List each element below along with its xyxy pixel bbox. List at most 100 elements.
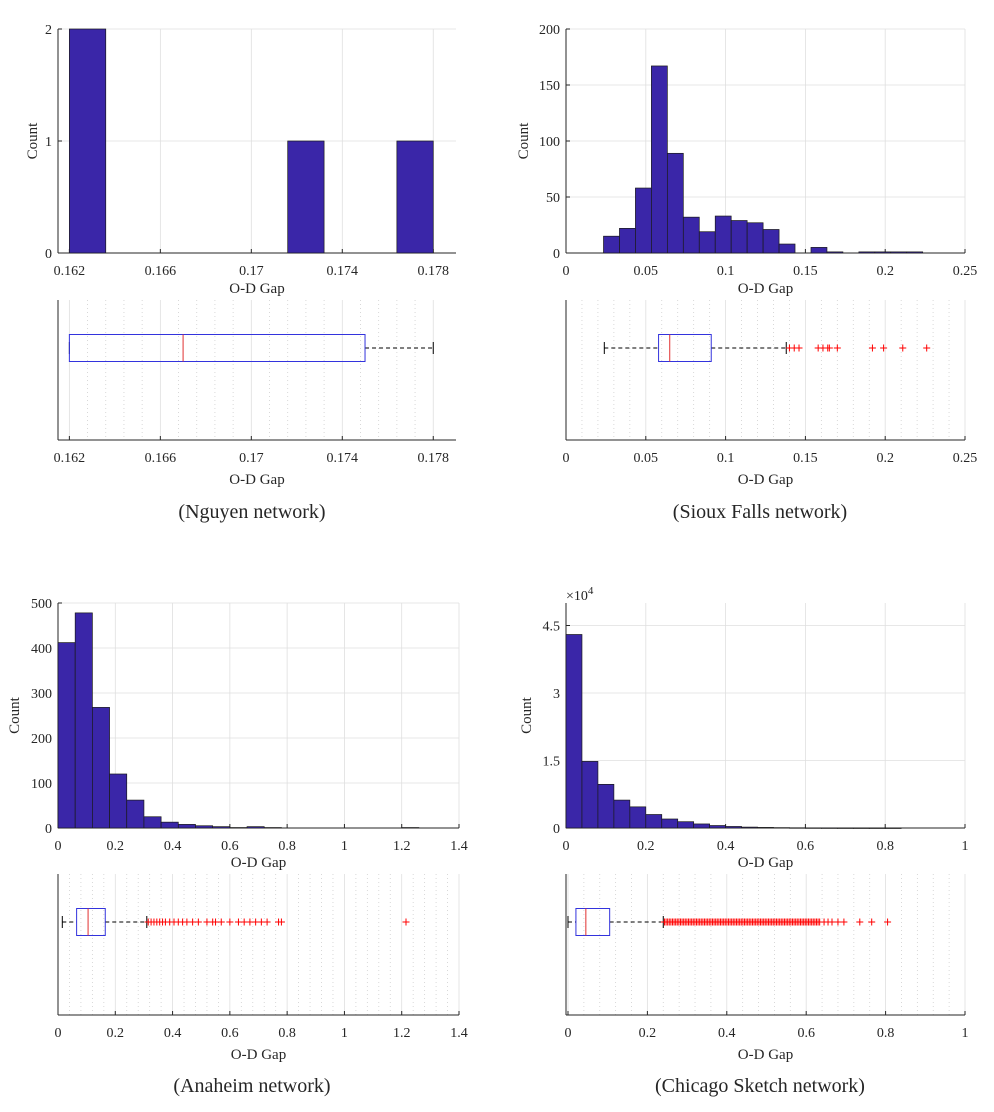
histogram-bar bbox=[565, 634, 583, 829]
chicago-sketch-histogram: 0 1.5 3 4.5 0 0.2 0.4 0.6 0.8 1 O-D Gap Count ×104 bbox=[519, 585, 969, 871]
x-tick-label: 0.6 bbox=[221, 1026, 239, 1041]
y-tick-label: 1 bbox=[45, 135, 52, 150]
x-tick-label: 0.178 bbox=[418, 451, 450, 466]
histogram-bar bbox=[195, 825, 214, 829]
histogram-bar bbox=[682, 216, 700, 254]
y-exponent-label: ×104 bbox=[566, 585, 594, 604]
histogram-bar bbox=[789, 827, 806, 829]
y-tick-label: 0 bbox=[45, 247, 52, 262]
y-tick-label: 2 bbox=[45, 23, 52, 38]
interquartile-box bbox=[76, 908, 106, 936]
histogram-bar bbox=[890, 251, 908, 254]
x-tick-label: 0.8 bbox=[877, 1026, 895, 1041]
x-tick-label: 0.6 bbox=[797, 839, 815, 854]
histogram-bar bbox=[263, 827, 282, 829]
histogram-bar bbox=[709, 825, 726, 829]
caption-chicago-sketch: (Chicago Sketch network) bbox=[655, 1075, 865, 1097]
x-tick-label: 0.05 bbox=[634, 264, 659, 279]
histogram-bar bbox=[109, 773, 128, 829]
x-tick-label: 1 bbox=[341, 839, 348, 854]
histogram-bar bbox=[613, 799, 631, 829]
x-tick-label: 0.2 bbox=[876, 264, 894, 279]
y-axis-title: Count bbox=[7, 696, 23, 734]
caption-nguyen: (Nguyen network) bbox=[178, 501, 325, 523]
histogram-bar bbox=[693, 823, 710, 829]
x-tick-label: 0.2 bbox=[876, 451, 894, 466]
x-axis-title: O-D Gap bbox=[229, 281, 284, 297]
x-tick-label: 0.2 bbox=[637, 839, 655, 854]
x-tick-label: 0 bbox=[563, 839, 570, 854]
x-tick-label: 0.166 bbox=[145, 264, 177, 279]
y-tick-label: 400 bbox=[31, 642, 52, 657]
x-tick-label: 1.4 bbox=[450, 839, 468, 854]
x-tick-label: 1.2 bbox=[393, 839, 411, 854]
x-axis-title: O-D Gap bbox=[231, 1047, 286, 1063]
x-tick-label: 0 bbox=[564, 1026, 571, 1041]
x-tick-label: 0.174 bbox=[327, 451, 359, 466]
x-tick-label: 1 bbox=[962, 839, 969, 854]
histogram-bar bbox=[629, 806, 647, 829]
histogram-bar bbox=[858, 251, 876, 254]
x-tick-label: 1.4 bbox=[450, 1026, 468, 1041]
x-tick-label: 0.4 bbox=[164, 839, 182, 854]
anaheim-boxplot: 0 0.2 0.4 0.6 0.8 1 1.2 1.4 O-D Gap bbox=[55, 874, 468, 1063]
x-tick-label: 0.166 bbox=[145, 451, 177, 466]
histogram-bar bbox=[677, 821, 695, 829]
histogram-bar bbox=[666, 152, 684, 254]
y-axis-title: Count bbox=[519, 696, 535, 734]
y-axis-title: Count bbox=[516, 122, 532, 160]
histogram-bar bbox=[645, 814, 663, 829]
x-tick-label: 0.4 bbox=[718, 1026, 736, 1041]
x-axis-title: O-D Gap bbox=[738, 281, 793, 297]
x-tick-label: 0.17 bbox=[239, 264, 264, 279]
histogram-bar bbox=[884, 827, 902, 829]
histogram-bar bbox=[773, 827, 790, 829]
histogram-bar bbox=[69, 28, 107, 254]
histogram-bar bbox=[661, 818, 679, 829]
x-tick-label: 0.6 bbox=[797, 1026, 815, 1041]
histogram-bar bbox=[836, 827, 854, 829]
anaheim-histogram: 0 100 200 300 400 500 0 0.2 0.4 0.6 0.8 1 1.2 1.4 O-D … bbox=[7, 597, 468, 871]
y-axis-title: Count bbox=[25, 122, 41, 160]
x-tick-label: 0.162 bbox=[54, 264, 86, 279]
x-axis-title: O-D Gap bbox=[738, 1047, 793, 1063]
y-tick-label: 1.5 bbox=[543, 755, 561, 770]
x-tick-label: 0.25 bbox=[953, 264, 978, 279]
histogram-bar bbox=[762, 229, 780, 254]
y-tick-label: 100 bbox=[539, 135, 560, 150]
x-tick-label: 0 bbox=[55, 1026, 62, 1041]
x-tick-label: 0.4 bbox=[164, 1026, 182, 1041]
histogram-bar bbox=[852, 827, 870, 829]
y-tick-label: 200 bbox=[539, 23, 560, 38]
histogram-bar bbox=[246, 826, 265, 829]
histogram-bar bbox=[229, 827, 248, 829]
interquartile-box bbox=[575, 908, 611, 936]
histogram-bar bbox=[741, 826, 758, 829]
x-tick-label: 0.2 bbox=[107, 1026, 125, 1041]
histogram-bar bbox=[396, 140, 434, 254]
x-tick-label: 0.1 bbox=[717, 264, 735, 279]
y-tick-label: 4.5 bbox=[543, 620, 561, 635]
x-tick-label: 1 bbox=[341, 1026, 348, 1041]
histogram-bar bbox=[401, 827, 420, 829]
caption-sioux-falls: (Sioux Falls network) bbox=[673, 501, 847, 523]
histogram-bar bbox=[868, 827, 886, 829]
histogram-bar bbox=[698, 231, 716, 254]
x-tick-label: 0.8 bbox=[278, 839, 296, 854]
x-axis-title: O-D Gap bbox=[738, 472, 793, 488]
x-tick-label: 0.2 bbox=[107, 839, 125, 854]
y-tick-label: 0 bbox=[553, 247, 560, 262]
histogram-bar bbox=[581, 761, 599, 829]
x-tick-label: 0.8 bbox=[278, 1026, 296, 1041]
interquartile-box bbox=[68, 334, 366, 362]
histogram-bar bbox=[826, 251, 844, 254]
x-tick-label: 0.174 bbox=[327, 264, 359, 279]
y-tick-label: 150 bbox=[539, 79, 560, 94]
histogram-bar bbox=[810, 247, 828, 254]
caption-anaheim: (Anaheim network) bbox=[173, 1075, 330, 1097]
histogram-bar bbox=[805, 827, 822, 829]
histogram-bar bbox=[143, 816, 162, 829]
histogram-bar bbox=[651, 65, 668, 254]
x-tick-label: 0.6 bbox=[221, 839, 239, 854]
